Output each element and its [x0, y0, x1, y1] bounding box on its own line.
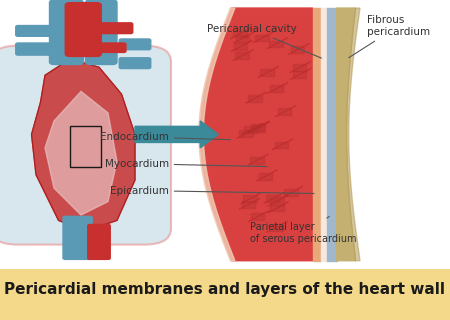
FancyBboxPatch shape: [88, 224, 110, 260]
Polygon shape: [200, 8, 313, 261]
Text: Pericardial cavity: Pericardial cavity: [207, 24, 321, 58]
FancyBboxPatch shape: [65, 3, 101, 56]
Text: Myocardium: Myocardium: [104, 159, 267, 169]
Polygon shape: [45, 92, 117, 215]
FancyBboxPatch shape: [86, 0, 117, 65]
Text: Pericardial membranes and layers of the heart wall: Pericardial membranes and layers of the …: [4, 282, 446, 297]
Polygon shape: [321, 8, 327, 261]
Text: Parietal layer
of serous pericardium: Parietal layer of serous pericardium: [250, 217, 356, 244]
Polygon shape: [346, 8, 360, 261]
Polygon shape: [337, 8, 356, 261]
FancyBboxPatch shape: [94, 23, 133, 34]
FancyBboxPatch shape: [16, 43, 61, 55]
FancyBboxPatch shape: [63, 216, 92, 260]
Text: Endocardium: Endocardium: [100, 132, 230, 142]
FancyBboxPatch shape: [119, 39, 151, 50]
FancyBboxPatch shape: [94, 43, 126, 52]
FancyArrow shape: [135, 121, 218, 148]
Polygon shape: [32, 59, 135, 231]
Polygon shape: [313, 8, 321, 261]
FancyBboxPatch shape: [0, 46, 171, 244]
Polygon shape: [199, 8, 235, 261]
FancyBboxPatch shape: [50, 0, 83, 65]
Text: Fibrous
pericardium: Fibrous pericardium: [349, 15, 430, 58]
FancyBboxPatch shape: [16, 26, 61, 36]
Text: Epicardium: Epicardium: [110, 186, 314, 196]
Polygon shape: [327, 8, 337, 261]
Bar: [70, 126, 101, 167]
FancyBboxPatch shape: [119, 58, 151, 68]
